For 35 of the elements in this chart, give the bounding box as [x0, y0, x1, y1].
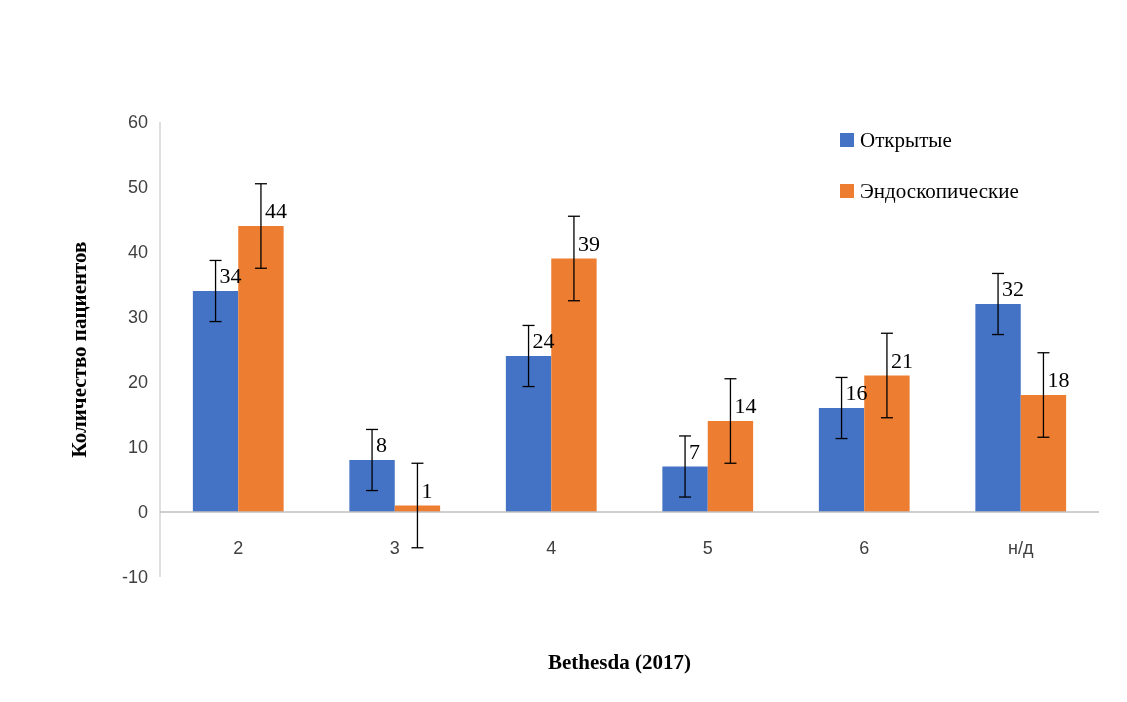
data-label: 32: [1002, 276, 1025, 301]
data-label: 21: [890, 347, 913, 373]
legend-label: Эндоскопические: [860, 179, 1019, 204]
data-label: 18: [1047, 367, 1070, 392]
bar: [707, 421, 754, 512]
y-tick-label: -10: [121, 567, 148, 588]
x-tick-label: 5: [702, 538, 713, 558]
y-tick-label: 60: [127, 112, 148, 133]
bar: [192, 291, 239, 512]
y-tick-label: 30: [127, 307, 148, 328]
bar: [818, 408, 865, 512]
legend-label: Открытые: [860, 128, 952, 153]
data-label: 8: [376, 432, 388, 457]
x-tick-label: 3: [389, 538, 400, 558]
data-label: 44: [264, 198, 287, 223]
y-tick-label: 50: [127, 177, 148, 198]
x-tick-label: 2: [233, 538, 244, 558]
y-axis-title: Количество пациентов: [67, 241, 91, 458]
x-tick-label: 4: [546, 538, 557, 558]
data-label: 39: [577, 230, 600, 256]
y-tick-label: 40: [127, 242, 148, 263]
x-tick-label: н/д: [1008, 538, 1034, 558]
x-axis-title: Bethesda (2017): [548, 650, 691, 674]
data-label: 14: [734, 393, 757, 418]
x-tick-label: 6: [859, 538, 870, 558]
y-tick-label: 10: [127, 437, 148, 458]
bar: [1020, 395, 1067, 512]
bar: [349, 460, 395, 512]
data-label: 1: [421, 477, 433, 503]
bar: [975, 304, 1021, 512]
y-tick-label: 20: [127, 372, 148, 393]
y-tick-label: 0: [137, 502, 148, 523]
data-label: 7: [689, 438, 701, 464]
bar: [662, 466, 708, 512]
bar: [505, 356, 552, 512]
